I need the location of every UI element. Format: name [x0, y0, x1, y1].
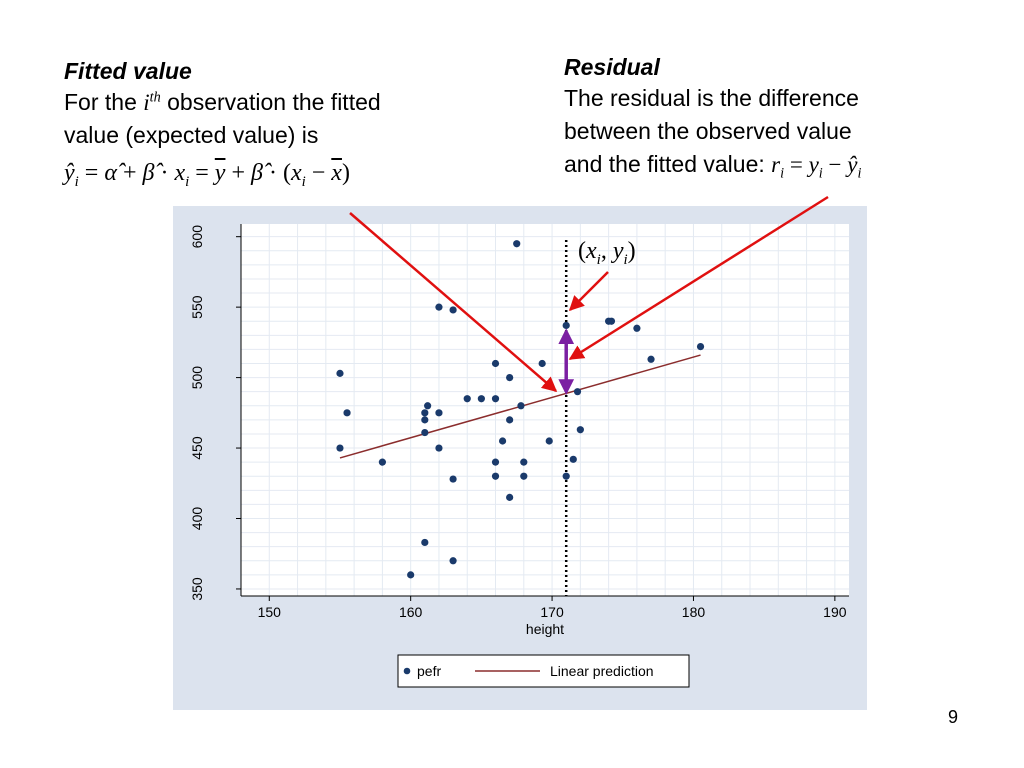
legend-box	[397, 654, 690, 688]
data-point	[435, 409, 443, 417]
data-point	[562, 321, 570, 330]
fitted-value-line2: value (expected value) is	[64, 122, 319, 148]
y-tick-label: 550	[189, 295, 205, 319]
data-point	[435, 444, 443, 452]
data-point	[506, 416, 514, 424]
fitted-value-formula: ŷi = α̂ + β̂ · xi = y + β̂ · (xi − x)	[64, 160, 350, 190]
data-point	[421, 409, 429, 417]
x-tick-label: 150	[258, 604, 282, 620]
data-point	[538, 359, 546, 368]
legend-label-linear-prediction: Linear prediction	[550, 663, 654, 679]
data-point	[477, 395, 485, 403]
y-tick-label: 450	[189, 436, 205, 460]
data-point	[576, 426, 584, 434]
page-number: 9	[948, 707, 959, 727]
legend-marker-pefr	[403, 667, 411, 675]
data-point	[573, 388, 582, 396]
data-point	[491, 472, 500, 480]
x-tick-label: 180	[682, 604, 706, 620]
data-point	[491, 359, 500, 368]
data-point	[449, 557, 457, 565]
data-point	[463, 395, 471, 403]
y-tick-label: 500	[189, 366, 205, 390]
data-point	[407, 571, 415, 579]
data-point	[424, 402, 432, 410]
data-point	[517, 402, 525, 410]
residual-title: Residual	[564, 54, 660, 80]
y-tick-label: 400	[189, 507, 205, 531]
data-point	[449, 475, 457, 483]
data-point	[336, 444, 344, 452]
data-point	[421, 428, 429, 437]
data-point	[449, 306, 457, 314]
x-tick-label: 170	[540, 604, 564, 620]
data-point	[421, 416, 429, 424]
chart-svg: 150 160 170 180 190 350 400 450 500 550 600 height p…	[173, 206, 867, 710]
data-point	[506, 493, 514, 501]
x-tick-label: 160	[399, 604, 423, 620]
data-point	[435, 303, 443, 311]
data-point	[506, 373, 514, 382]
data-point	[491, 458, 500, 466]
data-point	[343, 409, 351, 417]
residual-formula: ri = yi − ŷi	[771, 152, 862, 182]
data-point	[513, 240, 521, 248]
data-point	[696, 342, 705, 351]
x-tick-label: 190	[823, 604, 847, 620]
residual-line3: and the fitted value: ri = yi − ŷi	[564, 151, 862, 182]
data-point	[545, 437, 553, 445]
data-point	[378, 458, 386, 466]
data-point	[520, 458, 528, 466]
fitted-value-line1: For the ith observation the fitted	[64, 89, 381, 115]
data-point	[647, 355, 655, 363]
y-tick-label: 600	[189, 225, 205, 249]
data-point	[607, 317, 616, 325]
legend-label-pefr: pefr	[417, 663, 441, 679]
plot-area	[241, 224, 849, 596]
data-point	[336, 369, 344, 377]
residual-line1: The residual is the difference	[564, 85, 859, 111]
data-point	[491, 395, 500, 403]
data-point	[569, 455, 577, 463]
residual-line2: between the observed value	[564, 118, 852, 144]
data-point	[498, 437, 507, 445]
fitted-value-block: Fitted value For the ith observation the…	[64, 56, 504, 152]
data-point	[520, 472, 528, 480]
data-point	[633, 324, 641, 332]
scatter-chart: 150 160 170 180 190 350 400 450 500 550 600 height p…	[173, 206, 867, 710]
residual-block: Residual The residual is the difference …	[564, 52, 984, 181]
y-tick-label: 350	[189, 577, 205, 601]
data-point	[421, 538, 429, 547]
x-axis-label: height	[526, 621, 564, 637]
data-point	[562, 472, 570, 480]
fitted-value-title: Fitted value	[64, 58, 192, 84]
